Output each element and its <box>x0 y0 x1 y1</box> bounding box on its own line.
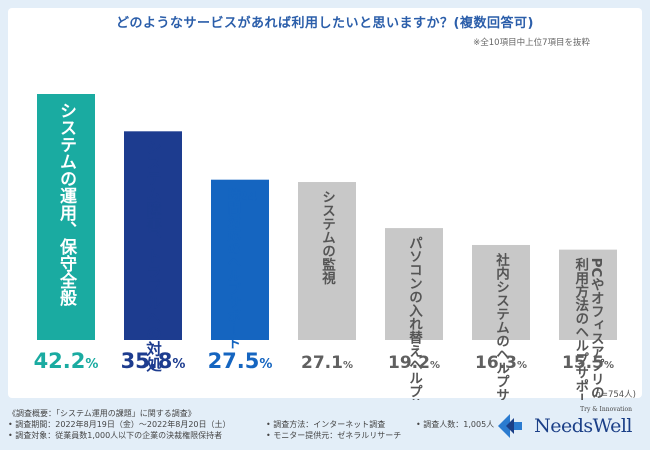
survey-period: • 調査期間：2022年8月19日（金）〜2022年8月20日（土） <box>8 420 231 429</box>
logo-tagline: Try & Innovation <box>580 406 632 413</box>
company-logo: Try & Innovation NeedsWell <box>492 406 632 446</box>
value-label-2: 35.8% <box>121 349 186 373</box>
sample-size: (n=754人) <box>592 390 636 400</box>
bar-label-3-line-2: 時間対応のヘルプサポート <box>224 187 242 350</box>
bar-4 <box>298 182 356 340</box>
value-label-6: 16.3% <box>475 353 527 373</box>
bar-label-2: システム障害、トラブルへの対処 <box>144 139 163 373</box>
bar-label-6: 社内システムのヘルプサポート <box>493 252 511 400</box>
value-label-4: 27.1% <box>301 353 353 373</box>
chart-note: ※全10項目中上位7項目を抜粋 <box>473 38 590 48</box>
bar-6 <box>472 244 530 340</box>
bar-7 <box>559 249 617 340</box>
value-label-1: 42.2% <box>34 349 99 373</box>
survey-count: • 調査人数：1,005人 <box>416 420 495 429</box>
value-label-7: 15.5% <box>562 353 614 373</box>
survey-provider: • モニター提供元：ゼネラルリサーチ <box>266 431 402 440</box>
bar-3 <box>211 179 269 340</box>
bar-2 <box>124 131 182 340</box>
survey-method: • 調査方法：インターネット調査 <box>266 420 386 429</box>
survey-footer: 《調査概要：「システム運用の課題」に関する調査》 • 調査期間：2022年8月1… <box>8 408 494 441</box>
survey-summary: 《調査概要：「システム運用の課題」に関する調査》 <box>8 409 196 418</box>
logo-mark-icon <box>498 414 522 438</box>
bar-5 <box>385 228 443 340</box>
logo-name: NeedsWell <box>534 415 632 437</box>
survey-target: • 調査対象：従業員数1,000人以下の企業の決裁権限保持者 <box>8 431 223 440</box>
bar-label-1: システムの運用、保守全般 <box>56 102 78 307</box>
bar-label-7-line-1: PCやオフィスアプリの <box>588 258 605 400</box>
bar-label-3-line-1: 24 <box>238 189 257 205</box>
bar-label-4: システムの監視 <box>319 190 337 286</box>
bar-label-7-line-2: 利用方法のヘルプサポート <box>572 257 589 400</box>
bar-1 <box>37 94 95 340</box>
value-label-3: 27.5% <box>208 349 273 373</box>
value-label-5: 19.2% <box>388 353 440 373</box>
chart-title: どのようなサービスがあれば利用したいと思いますか？(複数回答可) <box>116 16 534 31</box>
bar-label-5: パソコンの入れ替えヘルプサポート <box>406 236 423 400</box>
